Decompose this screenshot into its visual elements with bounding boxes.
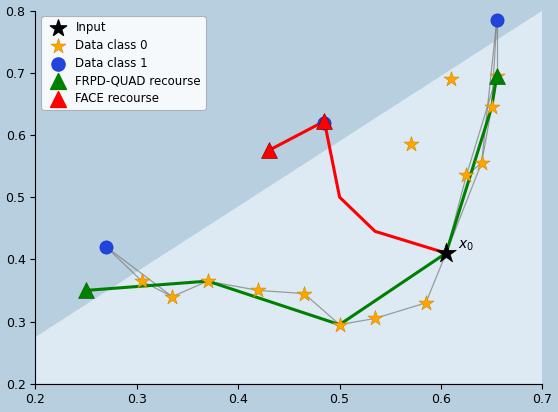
Point bbox=[492, 16, 501, 23]
Text: $x_0$: $x_0$ bbox=[458, 238, 474, 253]
Point bbox=[441, 250, 450, 256]
Point bbox=[300, 290, 309, 297]
Point bbox=[168, 293, 177, 300]
Point bbox=[264, 147, 273, 154]
Point bbox=[492, 73, 501, 79]
Point bbox=[447, 76, 456, 82]
Polygon shape bbox=[35, 11, 542, 384]
Point bbox=[477, 159, 486, 166]
Point bbox=[421, 300, 430, 306]
Point bbox=[254, 287, 263, 294]
Point bbox=[335, 321, 344, 328]
Point bbox=[371, 315, 379, 322]
Point bbox=[203, 278, 212, 284]
Point bbox=[81, 287, 90, 294]
Point bbox=[487, 104, 496, 110]
Point bbox=[320, 118, 329, 124]
Point bbox=[320, 119, 329, 126]
Point bbox=[137, 278, 146, 284]
Point bbox=[462, 172, 471, 179]
Point bbox=[492, 73, 501, 79]
Legend: Input, Data class 0, Data class 1, FRPD-QUAD recourse, FACE recourse: Input, Data class 0, Data class 1, FRPD-… bbox=[41, 16, 206, 110]
Point bbox=[406, 141, 415, 147]
Point bbox=[102, 243, 110, 250]
